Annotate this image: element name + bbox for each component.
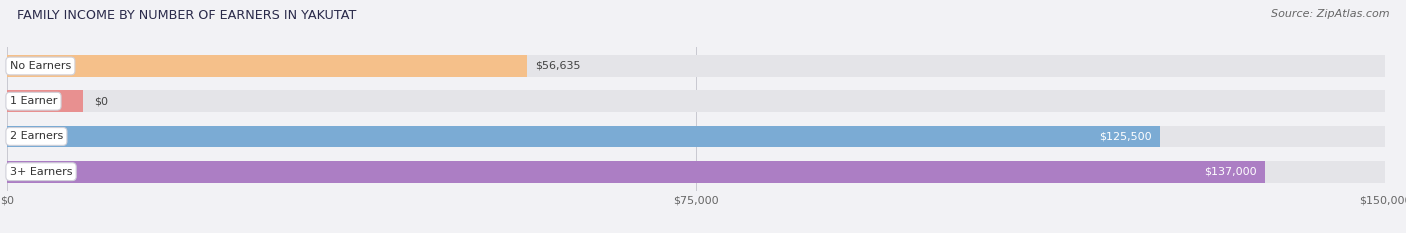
Text: 3+ Earners: 3+ Earners [10, 167, 72, 177]
Text: $125,500: $125,500 [1099, 131, 1152, 141]
Bar [7, 126, 1160, 147]
Text: 2 Earners: 2 Earners [10, 131, 63, 141]
Bar [7, 126, 1385, 147]
Bar [7, 55, 527, 77]
Bar [7, 55, 1385, 77]
Bar [7, 90, 1385, 112]
Text: 1 Earner: 1 Earner [10, 96, 58, 106]
Bar [7, 90, 83, 112]
Text: FAMILY INCOME BY NUMBER OF EARNERS IN YAKUTAT: FAMILY INCOME BY NUMBER OF EARNERS IN YA… [17, 9, 356, 22]
Bar [7, 161, 1385, 183]
Text: $0: $0 [94, 96, 108, 106]
Text: Source: ZipAtlas.com: Source: ZipAtlas.com [1271, 9, 1389, 19]
Text: $56,635: $56,635 [536, 61, 581, 71]
Bar [7, 161, 1265, 183]
Text: $137,000: $137,000 [1205, 167, 1257, 177]
Text: No Earners: No Earners [10, 61, 72, 71]
